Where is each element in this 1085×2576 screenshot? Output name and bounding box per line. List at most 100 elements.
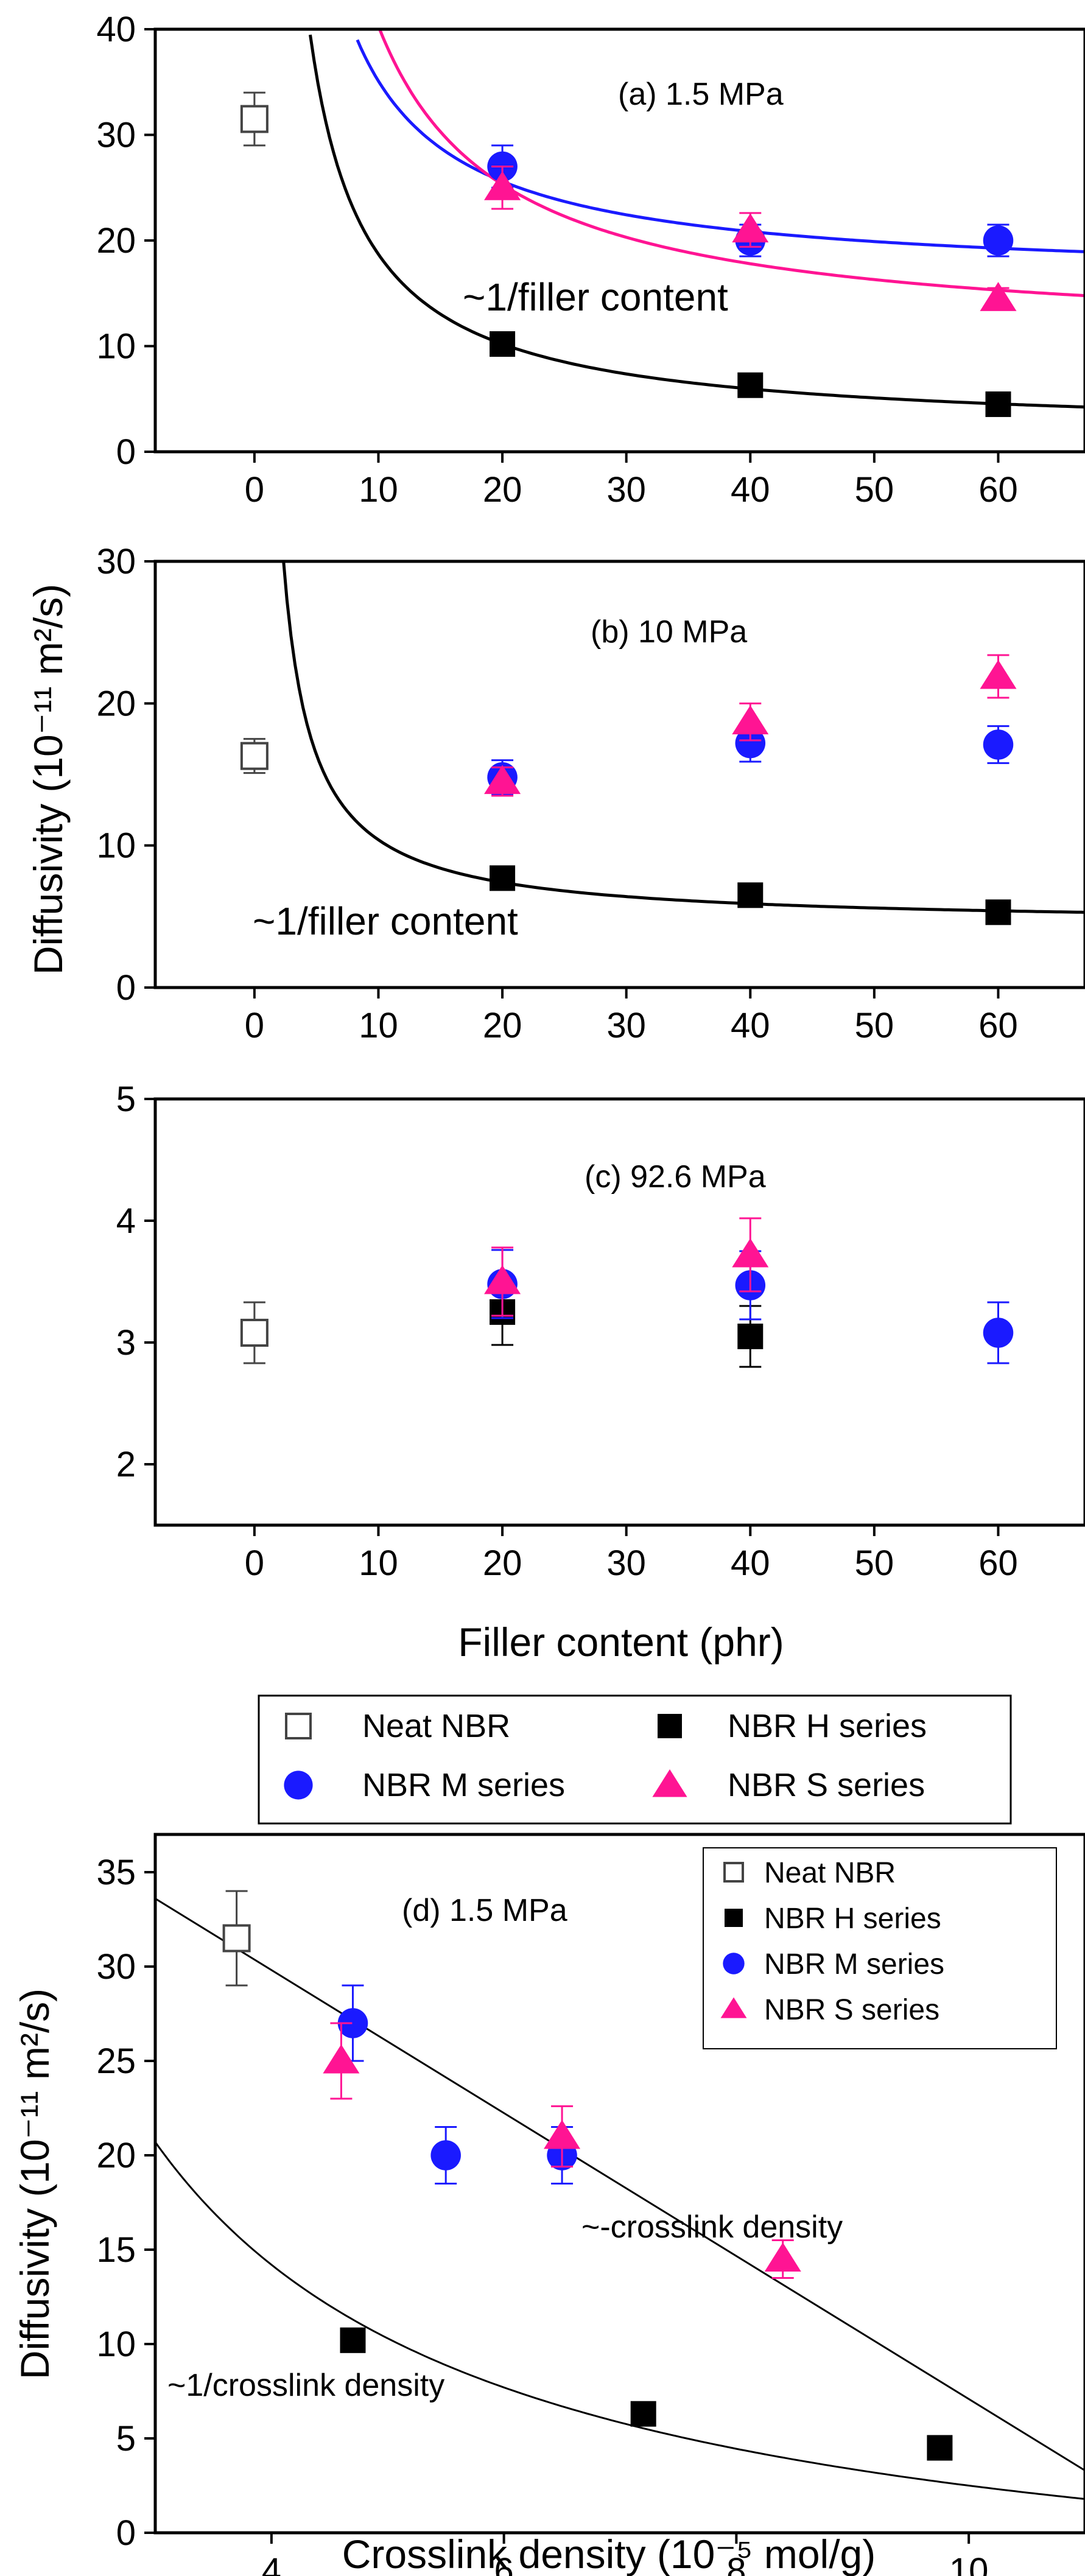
y-tick-label-d-4: 20 xyxy=(96,2136,136,2175)
x-tick-label-c-5: 50 xyxy=(855,1543,894,1583)
panel-d-legend-h-label: NBR H series xyxy=(764,1903,941,1935)
panel-d-legend-s-label: NBR S series xyxy=(764,1994,939,2026)
panel-d-y-axis-label: Diffusivity (10⁻¹¹ m²/s) xyxy=(12,1988,57,2379)
legend-marker-m xyxy=(284,1771,312,1799)
y-tick-label-b-2: 20 xyxy=(96,684,136,723)
x-tick-label-b-2: 20 xyxy=(483,1006,522,1045)
plot-area-a: 0 10 20 30 40 50 60 0 10 20 30 40 xyxy=(96,10,1085,510)
panel-d-annotation-linear: ~-crosslink density xyxy=(581,2209,843,2245)
panel-d-legend-m-label: NBR M series xyxy=(764,1948,944,1981)
panel-c: 0 10 20 30 40 50 60 2 3 4 5 (c) 92.6 MPa xyxy=(116,1079,1085,1583)
x-tick-label-d-0: 4 xyxy=(262,2551,281,2576)
x-tick-label-b-6: 60 xyxy=(978,1006,1018,1045)
legend-s-label: NBR S series xyxy=(728,1767,925,1803)
data-point-d-h-2 xyxy=(927,2435,952,2461)
data-point-a-h-1 xyxy=(737,373,763,398)
y-tick-label-c-3: 5 xyxy=(116,1079,136,1119)
data-point-d-s-1 xyxy=(544,2120,580,2149)
y-tick-label-b-0: 0 xyxy=(116,968,136,1008)
legend-neat-label: Neat NBR xyxy=(362,1708,510,1744)
data-point-b-h-2 xyxy=(985,899,1011,925)
x-tick-label-a-2: 20 xyxy=(483,470,522,510)
data-point-c-h-1 xyxy=(737,1324,763,1349)
x-tick-label-c-6: 60 xyxy=(978,1543,1018,1583)
x-tick-label-a-1: 10 xyxy=(359,470,398,510)
legend-h-label: NBR H series xyxy=(728,1708,927,1744)
shared-y-axis-label: Diffusivity (10⁻¹¹ m²/s) xyxy=(26,584,71,975)
data-point-b-h-1 xyxy=(737,882,763,908)
data-point-d-m-1 xyxy=(430,2140,461,2171)
y-tick-label-a-3: 30 xyxy=(96,116,136,155)
y-tick-label-c-0: 2 xyxy=(116,1445,136,1484)
y-tick-label-b-1: 10 xyxy=(96,826,136,866)
data-point-c-m-2 xyxy=(983,1318,1014,1348)
x-tick-label-b-5: 50 xyxy=(855,1006,894,1045)
x-tick-label-c-3: 30 xyxy=(606,1543,646,1583)
y-tick-label-b-3: 30 xyxy=(96,542,136,581)
y-tick-label-d-0: 0 xyxy=(116,2513,136,2553)
panel-d-legend-marker-neat xyxy=(725,1863,743,1881)
y-tick-label-a-1: 10 xyxy=(96,327,136,367)
y-tick-label-a-4: 40 xyxy=(96,10,136,49)
data-point-b-s-1 xyxy=(732,705,768,734)
x-tick-label-b-4: 40 xyxy=(731,1006,770,1045)
shared-legend: Neat NBR NBR H series NBR M series NBR S… xyxy=(259,1696,1011,1823)
panel-a-title: (a) 1.5 MPa xyxy=(618,77,784,112)
x-tick-label-c-1: 10 xyxy=(359,1543,398,1583)
y-tick-label-c-2: 4 xyxy=(116,1201,136,1241)
panel-d-x-axis-label: Crosslink density (10⁻⁵ mol/g) xyxy=(342,2532,876,2576)
panel-b: 0 10 20 30 40 50 60 0 10 20 30 (b) 10 MPa ~1/fille… xyxy=(96,542,1085,1045)
fit-curve-a-m-1 xyxy=(357,40,1085,252)
data-point-d-neat-0 xyxy=(224,1926,250,1951)
y-tick-label-a-0: 0 xyxy=(116,432,136,472)
x-tick-label-b-3: 30 xyxy=(606,1006,646,1045)
data-point-a-neat-0 xyxy=(242,106,267,132)
data-point-c-neat-0 xyxy=(242,1320,267,1346)
legend-m-label: NBR M series xyxy=(362,1767,565,1803)
fit-curve-b-h-0 xyxy=(283,555,1085,913)
x-tick-label-a-0: 0 xyxy=(245,470,264,510)
panel-a-annotation: ~1/filler content xyxy=(463,275,728,319)
data-point-b-s-2 xyxy=(980,660,1016,689)
legend-marker-neat xyxy=(286,1714,311,1738)
panel-a: 0 10 20 30 40 50 60 0 10 20 30 40 (a) 1.5 MPa ~1/fi… xyxy=(96,10,1085,510)
figure: 0 10 20 30 40 50 60010203040 (a) 1.5 MPa ~1/fi… xyxy=(0,0,1085,2576)
panel-d-legend-marker-h xyxy=(725,1909,743,1927)
x-tick-label-c-0: 0 xyxy=(245,1543,264,1583)
panel-d-annotation-inverse: ~1/crosslink density xyxy=(167,2368,444,2403)
x-tick-label-a-5: 50 xyxy=(855,470,894,510)
data-point-b-h-0 xyxy=(490,865,515,891)
data-point-a-m-2 xyxy=(983,225,1014,256)
y-tick-label-d-6: 30 xyxy=(96,1947,136,1987)
shared-x-axis-label: Filler content (phr) xyxy=(458,1620,784,1665)
y-tick-label-d-3: 15 xyxy=(96,2230,136,2270)
y-tick-label-c-1: 3 xyxy=(116,1323,136,1363)
x-tick-label-c-4: 40 xyxy=(731,1543,770,1583)
data-point-a-h-0 xyxy=(490,331,515,357)
panel-d: 4 6 8 10 0 5 10 15 20 25 30 35 (d) 1.5 MPa ~-crossl… xyxy=(12,1834,1085,2576)
y-tick-label-a-2: 20 xyxy=(96,221,136,261)
data-point-d-s-0 xyxy=(323,2044,359,2074)
panel-d-legend-marker-m xyxy=(723,1953,744,1974)
fit-curves-b xyxy=(283,555,1085,913)
data-point-d-h-0 xyxy=(340,2328,365,2353)
x-tick-label-a-6: 60 xyxy=(978,470,1018,510)
data-point-b-neat-0 xyxy=(242,743,267,769)
fit-curve-a-s-2 xyxy=(380,29,1085,296)
panel-b-title: (b) 10 MPa xyxy=(591,614,747,650)
data-point-c-s-1 xyxy=(732,1238,768,1268)
data-point-a-s-1 xyxy=(732,213,768,242)
plot-area-c: 0 10 20 30 40 50 602345 xyxy=(116,1079,1018,1583)
data-point-a-s-2 xyxy=(980,282,1016,311)
x-tick-label-d-3: 10 xyxy=(949,2551,989,2576)
y-tick-label-d-7: 35 xyxy=(96,1853,136,1892)
x-tick-label-b-1: 10 xyxy=(359,1006,398,1045)
x-tick-label-a-3: 30 xyxy=(606,470,646,510)
data-point-b-m-2 xyxy=(983,729,1014,760)
panel-d-legend-neat-label: Neat NBR xyxy=(764,1857,896,1889)
y-tick-label-d-5: 25 xyxy=(96,2041,136,2081)
y-tick-label-d-2: 10 xyxy=(96,2325,136,2364)
panel-b-annotation: ~1/filler content xyxy=(253,899,518,943)
panel-d-legend: Neat NBR NBR H series NBR M series NBR S… xyxy=(703,1848,1056,2049)
x-tick-label-b-0: 0 xyxy=(245,1006,264,1045)
